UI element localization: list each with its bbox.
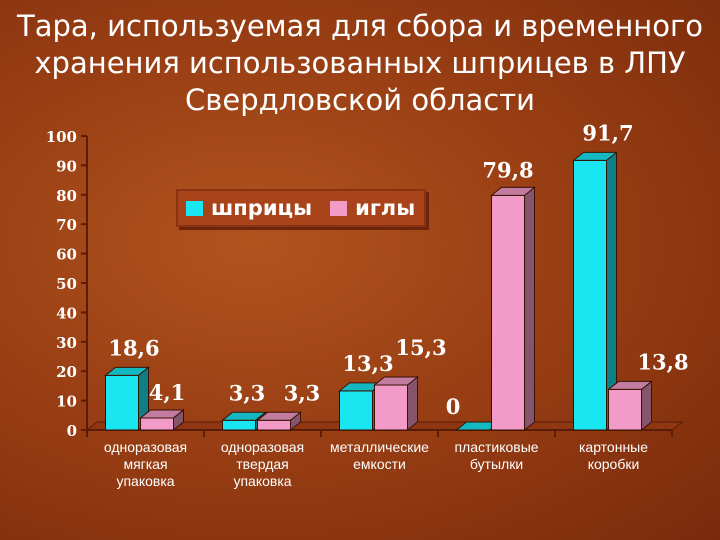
title-line-3: Свердловской области bbox=[185, 83, 535, 117]
bar-s2-c4-side bbox=[524, 186, 535, 432]
bar-s2-c2-top bbox=[256, 411, 302, 421]
title-line-2: хранения использованных шприцев в ЛПУ bbox=[34, 46, 686, 80]
data-label-s1-c3: 13,3 bbox=[342, 351, 393, 376]
legend-label-series-2: иглы bbox=[355, 196, 416, 220]
y-tick-label: 80 bbox=[56, 187, 77, 205]
bar-s2-c5-front bbox=[608, 388, 642, 431]
x-category-label: картонные коробки bbox=[579, 439, 648, 472]
data-label-s2-c3: 15,3 bbox=[395, 335, 446, 360]
data-label-s2-c1: 4,1 bbox=[149, 380, 186, 405]
bar-s2-c1-top bbox=[139, 409, 185, 419]
title-line-1: Тара, используемая для сбора и временног… bbox=[17, 9, 703, 43]
x-category-label: пластиковые бутылки bbox=[454, 439, 538, 472]
bar-s2-c5-top bbox=[607, 380, 653, 390]
y-tick-label: 60 bbox=[56, 246, 77, 264]
chart-title: Тара, используемая для сбора и временног… bbox=[0, 8, 720, 119]
y-tick-label: 50 bbox=[56, 275, 77, 293]
data-label-s2-c5: 13,8 bbox=[637, 349, 688, 374]
bar-s1-c2-top bbox=[221, 411, 267, 421]
y-tick-label: 30 bbox=[56, 334, 77, 352]
bar-s2-c4-top bbox=[490, 186, 536, 196]
bar-s1-c1-top bbox=[104, 366, 150, 376]
data-label-s1-c4: 0 bbox=[446, 394, 461, 419]
bar-s2-c3-front bbox=[374, 384, 408, 431]
bar-s2-c3-top bbox=[373, 376, 419, 386]
x-category-label: одноразовая мягкая упаковка bbox=[104, 439, 187, 489]
bar-s2-c4-front bbox=[491, 194, 525, 431]
y-tick-label: 100 bbox=[46, 128, 77, 146]
bar-s2-c2-front bbox=[257, 419, 291, 431]
y-tick-label: 40 bbox=[56, 304, 77, 322]
bar-s1-c1-front bbox=[105, 374, 139, 431]
bar-s2-c3-side bbox=[407, 375, 418, 432]
bar-s1-c2-front bbox=[222, 419, 256, 431]
data-label-s2-c2: 3,3 bbox=[284, 380, 321, 405]
y-tick-label: 70 bbox=[56, 216, 77, 234]
data-label-s2-c4: 79,8 bbox=[482, 157, 533, 182]
legend-label-series-1: шприцы bbox=[211, 196, 313, 220]
y-tick-label: 0 bbox=[67, 422, 77, 440]
y-tick-label: 10 bbox=[56, 393, 77, 411]
y-tick-label: 90 bbox=[56, 157, 77, 175]
chart-legend: шприцы иглы bbox=[176, 189, 426, 227]
data-label-s1-c5: 91,7 bbox=[582, 120, 633, 145]
legend-swatch-series-1 bbox=[186, 200, 203, 216]
bar-s2-c1-front bbox=[140, 417, 174, 431]
legend-swatch-series-2 bbox=[330, 200, 348, 216]
legend-item-series-2: иглы bbox=[330, 196, 425, 220]
data-label-s1-c2: 3,3 bbox=[229, 380, 266, 405]
y-tick-label: 20 bbox=[56, 363, 77, 381]
data-label-s1-c1: 18,6 bbox=[108, 335, 159, 360]
legend-item-series-1: шприцы bbox=[186, 196, 322, 220]
x-category-label: металлические емкости bbox=[330, 439, 429, 472]
bar-s1-c5-front bbox=[573, 159, 607, 431]
bar-s1-c3-front bbox=[339, 390, 373, 431]
bar-s1-c5-top bbox=[572, 151, 618, 161]
x-category-label: одноразовая твердая упаковка bbox=[221, 439, 304, 489]
